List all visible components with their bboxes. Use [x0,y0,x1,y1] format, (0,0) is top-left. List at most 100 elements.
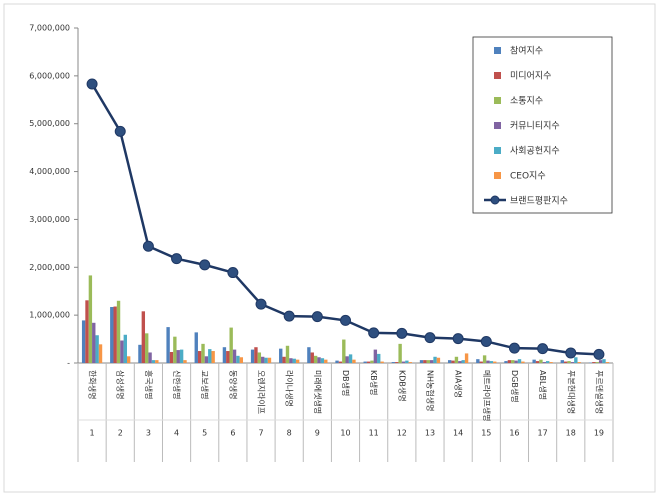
bar [561,360,564,363]
x-tick-label: 푸본현대생명 [566,370,576,414]
bar [110,307,113,363]
legend-label: 미디어지수 [510,71,551,82]
bar [578,362,581,363]
bar [198,351,201,363]
bar [405,361,408,363]
legend-label: CEO지수 [510,171,546,182]
bar [89,275,92,363]
y-tick-label: 2,000,000 [29,263,70,272]
line-marker [115,126,125,136]
bar [124,335,127,363]
line-marker [538,344,548,354]
bar [420,360,423,363]
line-marker [369,328,379,338]
bar [490,361,493,363]
line-marker [481,336,491,346]
bar [223,347,226,363]
y-tick-label: 5,000,000 [29,119,70,128]
y-tick-label: - [67,359,70,368]
x-tick-label: ABL생명 [538,370,548,400]
bar [117,301,120,363]
legend-label: 소통지수 [510,96,543,107]
bar [448,360,451,363]
legend-label: 참여지수 [510,45,543,57]
bar [138,345,141,363]
bar [282,357,285,363]
bar [226,351,229,363]
bar [236,356,239,363]
rank-label: 4 [174,429,179,438]
line-marker [256,299,266,309]
line-marker [509,343,519,353]
legend-label: 브랜드평판지수 [510,196,568,207]
bar [455,357,458,363]
x-tick-label: 라이나생명 [285,370,295,407]
rank-label: 17 [538,429,548,438]
bar [599,360,602,363]
bar [145,333,148,363]
bar [532,360,535,363]
bar [567,361,570,363]
bar [486,361,489,363]
legend-swatch [494,147,501,154]
bar [546,361,549,363]
bar [229,328,232,363]
bar [264,358,267,363]
bar [574,357,577,363]
rank-label: 18 [566,429,576,438]
bar [483,355,486,363]
line-marker [312,312,322,322]
bar [95,335,98,363]
line-marker [228,268,238,278]
bar [120,341,123,363]
rank-label: 9 [315,429,320,438]
legend-label: 커뮤니티지수 [510,121,560,132]
bar [155,360,158,363]
bar [339,362,342,363]
bar [377,354,380,363]
rank-label: 11 [369,429,379,438]
bar [430,360,433,363]
line-marker [143,241,153,251]
x-tick-label: DB생명 [341,370,351,396]
bar [293,359,296,363]
x-tick-label: KB생명 [369,370,379,395]
x-tick-label: 흥국생명 [144,370,154,399]
x-tick-label: 교보생명 [200,370,210,399]
x-tick-label: DGB생명 [510,370,520,403]
bar [437,358,440,363]
bar [180,350,183,363]
bar [465,353,468,363]
bar [511,360,514,363]
bar [142,311,145,363]
bar [409,362,412,363]
bar [352,360,355,363]
bar [374,350,377,363]
rank-label: 1 [90,429,95,438]
bar [205,356,208,363]
bar [364,362,367,363]
line-marker [453,334,463,344]
bar [543,362,546,363]
y-tick-label: 3,000,000 [29,215,70,224]
line-marker [341,315,351,325]
bar [258,352,261,363]
rank-label: 2 [118,429,123,438]
legend-swatch [494,47,501,54]
bar [539,360,542,363]
rank-label: 14 [453,429,463,438]
legend-swatch [494,172,501,179]
legend-swatch [494,72,501,79]
rank-label: 8 [287,429,292,438]
bar [152,360,155,363]
x-tick-label: NH농협생명 [425,370,435,411]
bar [606,362,609,363]
rank-label: 7 [258,429,263,438]
bar [514,361,517,363]
bar [596,362,599,363]
bar [346,356,349,363]
rank-label: 15 [481,429,491,438]
x-tick-label: 푸르덴셜생명 [594,370,604,414]
bar [476,359,479,363]
